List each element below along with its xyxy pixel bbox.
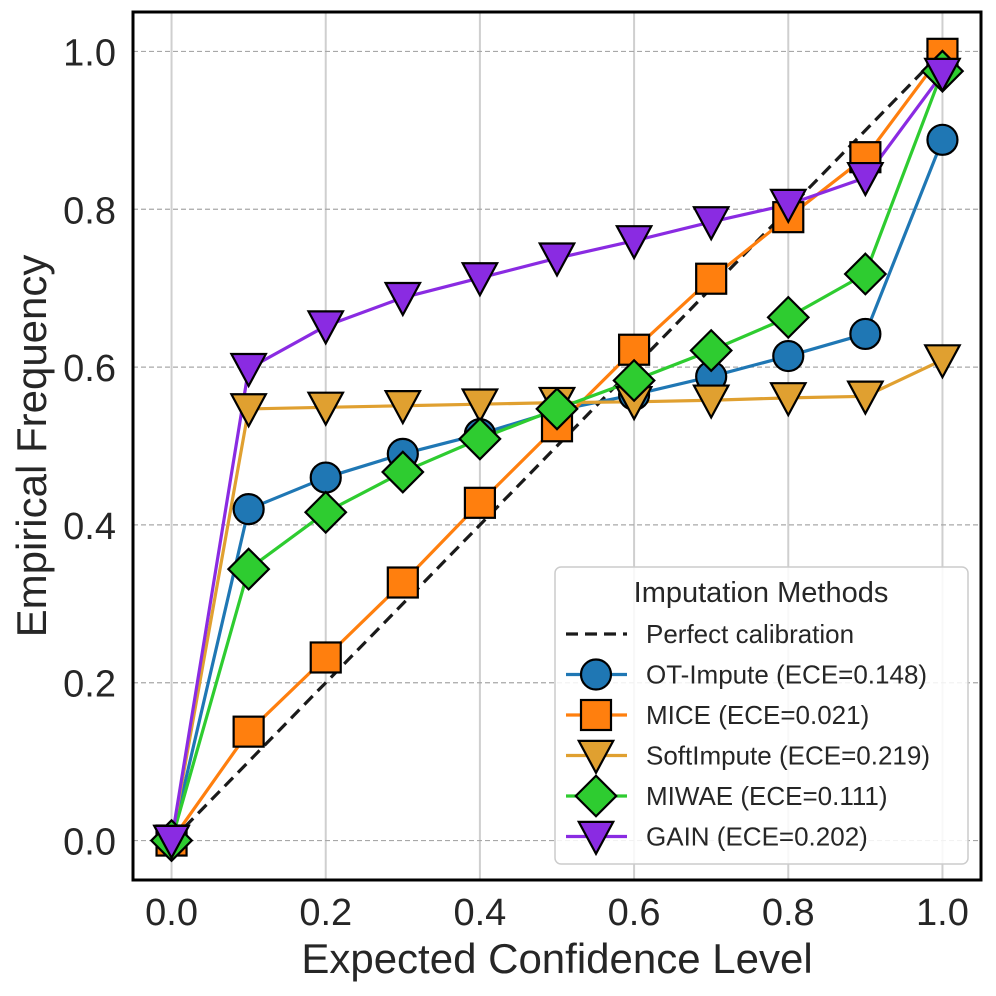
legend-item: OT-Impute (ECE=0.148): [566, 658, 927, 691]
y-tick-label: 0.4: [63, 506, 116, 548]
data-point: [229, 393, 268, 429]
x-tick-label: 0.6: [608, 892, 661, 934]
data-point: [229, 352, 268, 389]
y-tick-label: 0.6: [63, 348, 116, 390]
legend-box: [554, 566, 969, 865]
data-point: [381, 450, 425, 494]
series-markers-4: [152, 57, 962, 861]
legend-item: SoftImpute (ECE=0.219): [566, 739, 930, 776]
y-axis-label: Empirical Frequency: [8, 255, 55, 638]
data-point: [226, 547, 271, 591]
y-axis-ticks: 0.0 0.2 0.4 0.6 0.8 1.0: [63, 32, 116, 863]
data-point: [689, 328, 733, 373]
data-point: [463, 486, 497, 519]
data-point: [692, 206, 731, 242]
x-tick-label: 0.4: [453, 892, 506, 934]
reference-line: [170, 50, 944, 842]
legend-label: GAIN (ECE=0.202): [646, 822, 868, 852]
legend-item: MICE (ECE=0.021): [566, 698, 869, 732]
data-point: [306, 391, 345, 427]
x-tick-label: 0.2: [299, 892, 352, 934]
legend-label: Perfect calibration: [646, 619, 854, 649]
legend-marker: [576, 739, 616, 776]
legend-item: MIWAE (ECE=0.111): [566, 774, 888, 818]
legend-marker: [579, 658, 613, 691]
data-point: [386, 566, 419, 599]
x-tick-label: 0.8: [762, 892, 815, 934]
legend-item: GAIN (ECE=0.202): [566, 820, 868, 857]
data-point: [766, 295, 811, 340]
x-tick-label: 1.0: [916, 892, 969, 934]
legend-items: Perfect calibration OT-Impute (ECE=0.148)…: [566, 619, 930, 857]
data-point: [460, 388, 500, 424]
data-point: [843, 252, 888, 296]
y-tick-label: 0.2: [63, 664, 116, 706]
data-point: [232, 493, 265, 526]
legend-label: MIWAE (ECE=0.111): [646, 781, 888, 811]
legend-item: Perfect calibration: [566, 619, 854, 649]
legend-marker: [574, 774, 618, 818]
data-point: [769, 188, 808, 225]
data-point: [846, 380, 885, 416]
data-point: [923, 57, 962, 94]
legend-marker: [579, 698, 613, 732]
legend-label: SoftImpute (ECE=0.219): [646, 741, 930, 771]
data-point: [692, 384, 731, 420]
data-point: [152, 824, 191, 861]
data-point: [460, 262, 500, 298]
data-point: [232, 715, 265, 748]
y-tick-label: 1.0: [63, 32, 116, 74]
data-point: [612, 358, 656, 403]
y-tick-label: 0.8: [63, 190, 116, 232]
data-point: [769, 382, 808, 418]
plot-frame: [131, 10, 983, 882]
data-point: [306, 310, 345, 346]
x-axis-ticks: 0.0 0.2 0.4 0.6 0.8 1.0: [145, 892, 969, 934]
data-point: [309, 461, 342, 494]
perfect-calibration-line: [170, 50, 944, 842]
y-tick-label: 0.0: [63, 822, 116, 864]
data-point: [923, 344, 962, 380]
data-point: [849, 317, 882, 351]
data-point: [537, 242, 577, 278]
data-point: [458, 417, 502, 461]
data-point: [309, 641, 342, 674]
legend-marker: [576, 820, 616, 857]
legend-label: OT-Impute (ECE=0.148): [646, 660, 927, 690]
data-point: [383, 281, 422, 318]
data-point: [695, 262, 728, 295]
x-axis-label: Expected Confidence Level: [301, 935, 812, 982]
data-point: [535, 387, 579, 431]
legend: Imputation Methods Perfect calibration OT…: [554, 566, 969, 865]
series-layer: [149, 37, 965, 863]
data-point: [383, 389, 422, 426]
data-point: [926, 123, 959, 156]
legend-title: Imputation Methods: [634, 577, 889, 609]
data-point: [846, 161, 885, 198]
data-point: [614, 225, 654, 261]
data-point: [772, 339, 805, 373]
data-point: [303, 490, 348, 535]
legend-label: MICE (ECE=0.021): [646, 700, 869, 730]
x-tick-label: 0.0: [145, 892, 198, 934]
